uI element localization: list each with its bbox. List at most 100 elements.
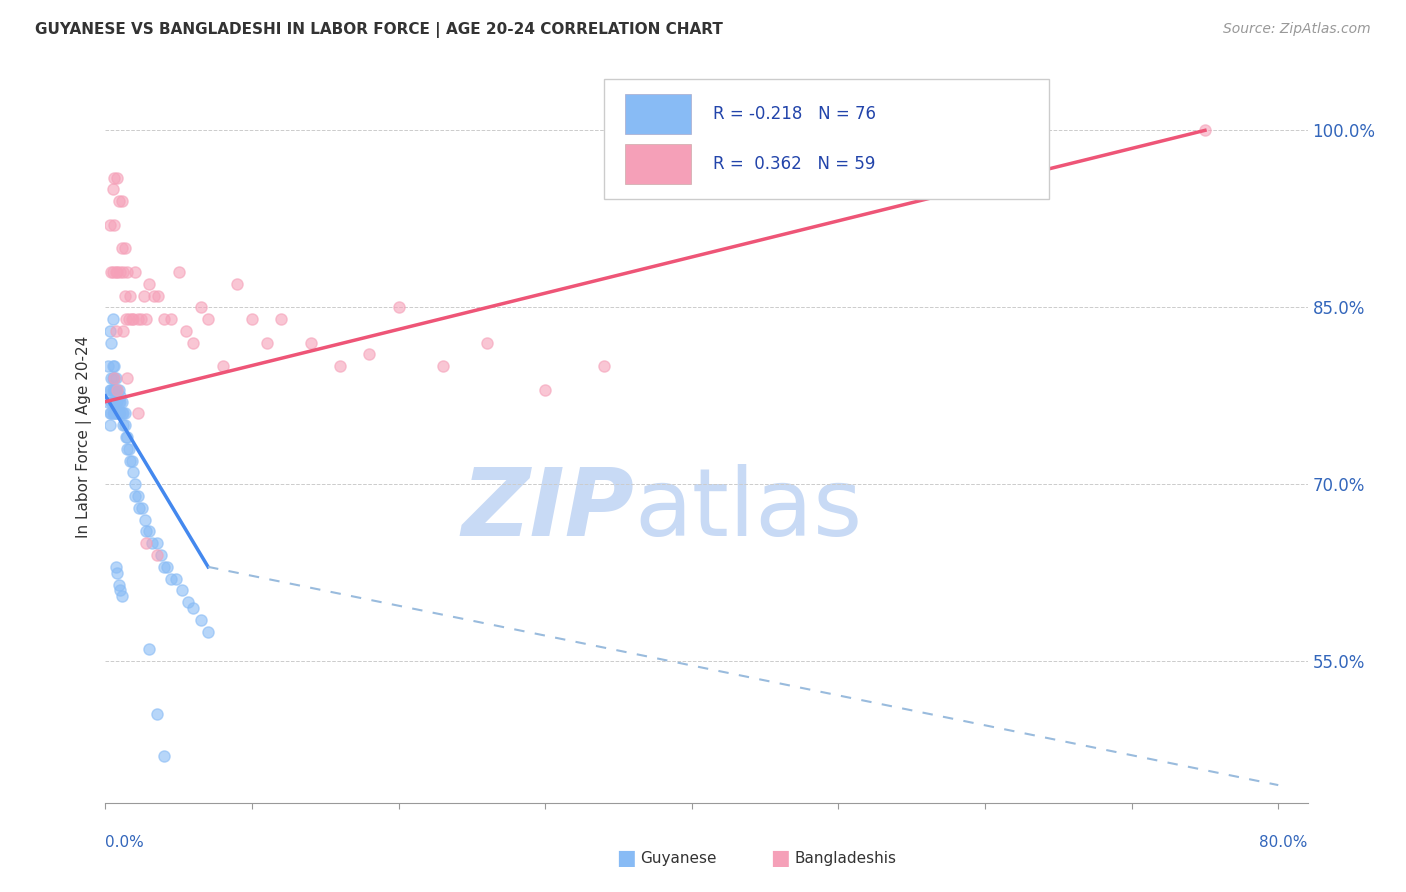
Point xyxy=(170,583,193,598)
Text: ■: ■ xyxy=(770,848,790,868)
Point xyxy=(105,394,128,409)
Point xyxy=(100,265,122,279)
Point xyxy=(101,359,124,374)
Point xyxy=(103,407,125,421)
Point xyxy=(593,359,616,374)
Point xyxy=(190,301,212,315)
Point xyxy=(120,288,142,302)
Point xyxy=(153,559,176,574)
Point xyxy=(100,335,122,350)
Point xyxy=(98,418,121,433)
Point xyxy=(211,359,233,374)
Point xyxy=(114,418,136,433)
Point xyxy=(134,513,156,527)
Point xyxy=(117,430,139,444)
Point xyxy=(104,383,127,397)
Text: R = -0.218   N = 76: R = -0.218 N = 76 xyxy=(713,105,876,123)
Point xyxy=(112,407,135,421)
Point xyxy=(160,572,183,586)
Text: R =  0.362   N = 59: R = 0.362 N = 59 xyxy=(713,155,875,173)
Point xyxy=(183,335,205,350)
Point xyxy=(107,407,129,421)
Point xyxy=(167,265,190,279)
Text: Bangladeshis: Bangladeshis xyxy=(794,851,897,865)
Point xyxy=(105,383,128,397)
Point xyxy=(114,241,136,255)
Point xyxy=(256,335,278,350)
Point xyxy=(112,265,135,279)
Point xyxy=(114,288,136,302)
Point xyxy=(110,407,132,421)
Point xyxy=(117,371,139,385)
Point xyxy=(145,707,167,722)
Point xyxy=(148,288,170,302)
Point xyxy=(110,590,132,604)
Text: GUYANESE VS BANGLADESHI IN LABOR FORCE | AGE 20-24 CORRELATION CHART: GUYANESE VS BANGLADESHI IN LABOR FORCE |… xyxy=(35,22,723,38)
Point xyxy=(138,642,160,657)
Point xyxy=(103,218,125,232)
Point xyxy=(150,548,173,562)
Point xyxy=(299,335,322,350)
FancyBboxPatch shape xyxy=(605,78,1049,200)
Point xyxy=(97,359,120,374)
Point xyxy=(135,536,157,550)
Point xyxy=(101,371,124,385)
Point xyxy=(98,407,121,421)
Point xyxy=(114,407,136,421)
Point xyxy=(103,371,125,385)
Point xyxy=(127,489,149,503)
Point xyxy=(329,359,352,374)
Point xyxy=(135,524,157,539)
Point xyxy=(103,383,125,397)
Y-axis label: In Labor Force | Age 20-24: In Labor Force | Age 20-24 xyxy=(76,336,91,538)
Point xyxy=(138,524,160,539)
Point xyxy=(240,312,263,326)
Point xyxy=(118,442,141,456)
Point xyxy=(156,559,179,574)
Text: ZIP: ZIP xyxy=(461,464,634,557)
Point xyxy=(534,383,557,397)
Text: 80.0%: 80.0% xyxy=(1260,836,1308,850)
Point xyxy=(115,312,138,326)
Point xyxy=(98,383,121,397)
Text: Guyanese: Guyanese xyxy=(640,851,716,865)
Point xyxy=(103,394,125,409)
Point xyxy=(117,265,139,279)
Point xyxy=(107,383,129,397)
Point xyxy=(101,407,124,421)
Point xyxy=(359,347,381,361)
Point xyxy=(110,194,132,208)
Point xyxy=(135,312,157,326)
Point xyxy=(108,265,131,279)
Point xyxy=(165,572,187,586)
Point xyxy=(101,383,124,397)
Point xyxy=(108,407,131,421)
Point xyxy=(98,218,121,232)
Point xyxy=(174,324,197,338)
Point xyxy=(153,312,176,326)
Point xyxy=(103,371,125,385)
Point xyxy=(127,407,149,421)
Point xyxy=(98,324,121,338)
Point xyxy=(121,312,143,326)
Point xyxy=(128,500,150,515)
Text: Source: ZipAtlas.com: Source: ZipAtlas.com xyxy=(1223,22,1371,37)
Point xyxy=(127,312,149,326)
Point xyxy=(129,312,152,326)
Point xyxy=(103,170,125,185)
Point xyxy=(160,312,183,326)
Point xyxy=(190,613,212,627)
Point xyxy=(110,241,132,255)
Point xyxy=(132,288,155,302)
Point xyxy=(112,418,135,433)
Point xyxy=(475,335,498,350)
Point xyxy=(101,394,124,409)
Text: atlas: atlas xyxy=(634,464,863,557)
Point xyxy=(105,170,128,185)
Point xyxy=(124,477,146,491)
Point xyxy=(103,359,125,374)
Point xyxy=(142,288,165,302)
Point xyxy=(226,277,249,291)
Point xyxy=(107,194,129,208)
Point xyxy=(145,536,167,550)
